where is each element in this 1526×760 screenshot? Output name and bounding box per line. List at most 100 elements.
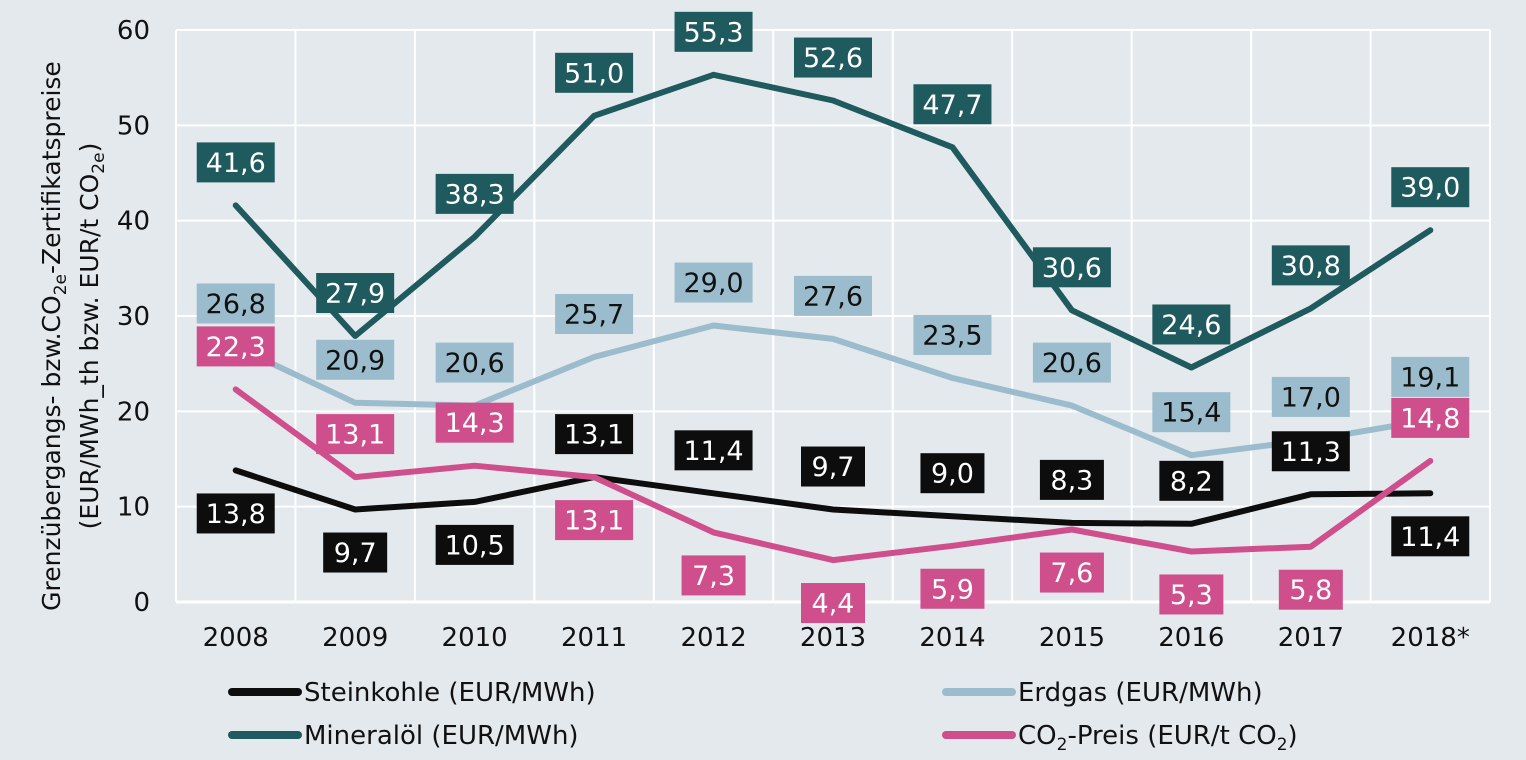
data-label-steinkohle: 11,4 [1391,516,1470,557]
data-label-box [913,314,992,355]
data-labels: 41,6 27,9 38,3 51,0 55,3 52,6 47,7 30,6 24,6 30,8… [196,11,1470,624]
data-label-text: 13,1 [325,420,385,451]
data-label-box [1271,376,1350,417]
data-label-co2: 5,9 [920,568,985,609]
data-label-box [801,583,865,624]
data-label-text: 14,3 [445,408,505,439]
data-label-co2: 14,8 [1391,397,1470,438]
data-label-box [794,37,872,78]
legend: Steinkohle (EUR/MWh) Mineralöl (EUR/MWh)… [228,678,1298,755]
data-label-box [555,500,634,541]
data-label-co2: 7,3 [681,555,746,596]
legend-item-co2: CO2-Preis (EUR/t CO2) [942,721,1298,755]
data-label-box [316,273,395,314]
data-label-box [1271,245,1350,286]
data-label-box [1271,431,1350,472]
x-tick-label: 2014 [919,623,985,653]
y-tick-label: 30 [117,302,150,332]
data-label-text: 13,1 [564,420,624,451]
data-label-box [435,524,514,565]
grid-lines [175,29,1491,604]
data-label-co2: 7,6 [1039,552,1104,593]
data-label-text: 5,9 [931,574,974,605]
data-label-box [1391,397,1470,438]
data-label-box [674,11,753,52]
data-label-text: 30,8 [1281,251,1341,282]
data-label-box [1152,304,1231,345]
y-axis-label-line2: (EUR/MWh_th bzw. EUR/t CO2e) [75,143,109,530]
x-tick-label: 2008 [203,623,269,653]
data-label-box [1391,167,1470,208]
data-label-box [323,532,388,573]
data-label-text: 23,5 [922,320,982,351]
data-label-text: 5,3 [1170,580,1213,611]
data-label-text: 47,7 [922,90,982,121]
data-label-text: 20,6 [1042,348,1102,379]
data-label-co2: 5,3 [1159,574,1224,615]
data-label-mineraloel: 52,6 [794,37,872,78]
data-label-box [435,342,514,383]
y-tick-label: 50 [117,111,150,141]
data-label-erdgas: 26,8 [196,283,275,324]
data-label-text: 13,8 [206,499,266,530]
data-label-text: 41,6 [206,148,266,179]
data-label-box [196,326,275,367]
data-label-text: 11,3 [1281,437,1341,468]
data-label-text: 13,1 [564,506,624,537]
data-label-steinkohle: 9,7 [323,532,388,573]
x-tick-label: 2010 [442,623,508,653]
data-label-box [801,446,865,487]
series-line-mineraloel [232,71,1434,371]
data-label-erdgas: 20,6 [1032,342,1111,383]
y-tick-label: 10 [117,493,150,523]
data-label-text: 27,9 [325,279,385,310]
data-label-text: 14,8 [1400,403,1460,434]
data-label-text: 27,6 [803,281,863,312]
series-line-erdgas [232,322,1434,459]
data-label-text: 25,7 [564,299,624,330]
data-label-box [555,52,634,93]
data-label-text: 20,6 [445,348,505,379]
data-label-text: 17,0 [1281,382,1341,413]
data-label-text: 26,8 [206,289,266,320]
data-label-box [920,568,985,609]
data-label-text: 19,1 [1400,362,1460,393]
data-label-box [316,414,395,455]
x-axis-ticks: 2008 2009 2010 2011 2012 2013 2014 2015 2016 2017… [203,623,1470,653]
data-label-steinkohle: 8,3 [1039,459,1104,500]
data-label-steinkohle: 13,1 [555,414,634,455]
data-label-text: 5,8 [1289,575,1332,606]
data-label-box [1159,460,1224,501]
x-tick-label: 2013 [800,623,866,653]
data-label-text: 20,9 [325,345,385,376]
data-label-co2: 13,1 [316,414,395,455]
data-label-text: 15,4 [1161,398,1221,429]
data-label-box [1152,392,1231,433]
data-label-text: 8,2 [1170,466,1213,497]
data-label-box [435,402,514,443]
x-tick-label: 2011 [561,623,627,653]
series-line-co2 [232,386,1434,564]
data-label-erdgas: 17,0 [1271,376,1350,417]
legend-item-erdgas: Erdgas (EUR/MWh) [942,678,1263,708]
data-label-co2: 14,3 [435,402,514,443]
data-label-box [1391,516,1470,557]
y-axis-label-line1: Grenzübergangs- bzw.CO2e-Zertifikatsprei… [37,61,71,611]
data-label-box [1039,552,1104,593]
x-tick-label: 2018* [1391,623,1470,653]
legend-item-steinkohle: Steinkohle (EUR/MWh) [228,678,596,708]
data-label-steinkohle: 10,5 [435,524,514,565]
data-label-box [794,275,872,316]
data-label-co2: 4,4 [801,583,865,624]
data-label-mineraloel: 39,0 [1391,167,1470,208]
data-label-box [674,430,753,471]
y-tick-label: 60 [117,16,150,46]
data-label-mineraloel: 55,3 [674,11,753,52]
y-tick-label: 40 [117,207,150,237]
data-label-mineraloel: 24,6 [1152,304,1231,345]
data-label-text: 8,3 [1050,465,1093,496]
data-label-steinkohle: 8,2 [1159,460,1224,501]
x-tick-label: 2016 [1158,623,1224,653]
data-label-text: 29,0 [683,268,743,299]
